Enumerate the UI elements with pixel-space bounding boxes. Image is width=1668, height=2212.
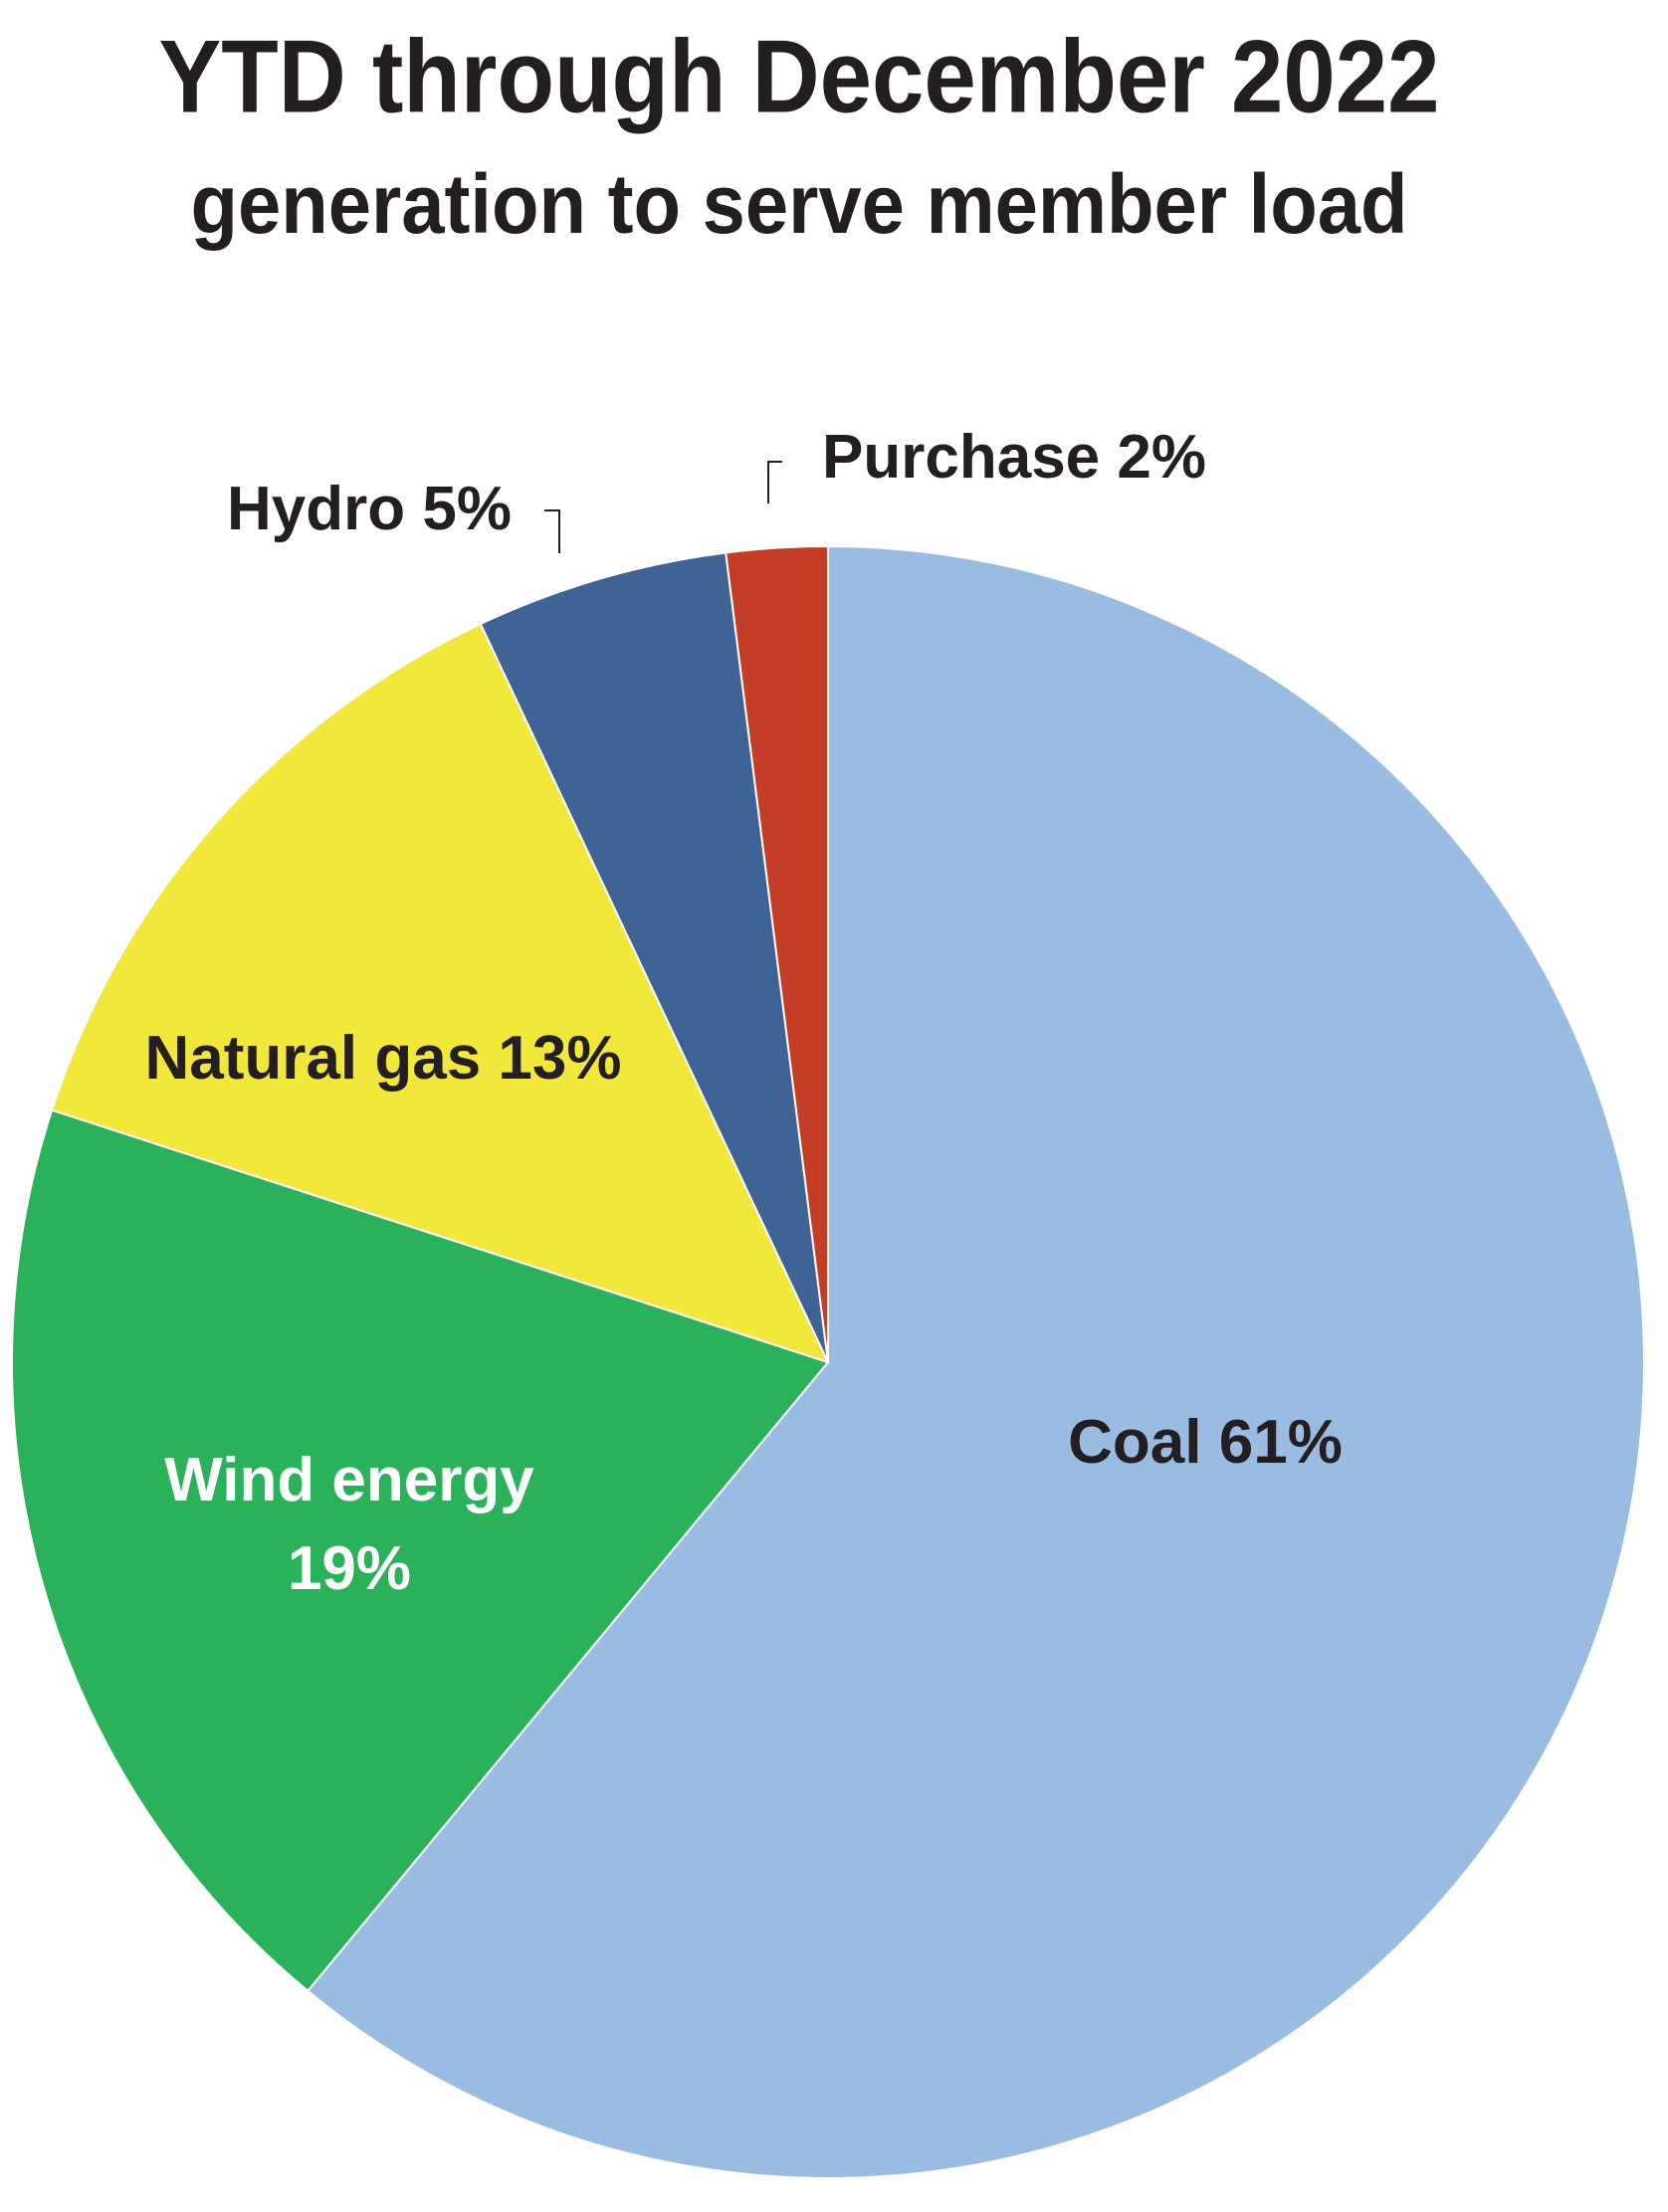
pie-slice bbox=[50, 622, 830, 1364]
pie-slice bbox=[725, 544, 829, 1363]
value-label: 61% bbox=[1219, 1408, 1343, 1477]
value-label: 2% bbox=[1117, 423, 1206, 492]
category-label: Natural gas bbox=[145, 1024, 482, 1093]
category-label: Hydro bbox=[227, 475, 405, 543]
pie-slice bbox=[11, 1108, 830, 1993]
slice-label: Wind energy 19% bbox=[164, 1446, 534, 1603]
category-label: Wind energy bbox=[164, 1446, 534, 1514]
value-label: 13% bbox=[498, 1024, 621, 1093]
slice-label: Natural gas 13% bbox=[145, 1024, 622, 1093]
chart-subtitle: generation to serve member load bbox=[191, 157, 1408, 251]
pie-slice bbox=[479, 551, 829, 1363]
category-label: Coal bbox=[1068, 1408, 1201, 1477]
value-label: 19% bbox=[288, 1534, 411, 1603]
pie-slice bbox=[306, 544, 1645, 2179]
slice-label: Coal 61% bbox=[1068, 1408, 1343, 1477]
leader-line bbox=[544, 509, 560, 553]
slice-label: Purchase 2% bbox=[822, 423, 1206, 492]
leader-line bbox=[767, 461, 782, 503]
slice-label: Hydro 5% bbox=[227, 475, 512, 543]
category-label: Purchase bbox=[822, 423, 1100, 492]
pie bbox=[11, 544, 1645, 2179]
chart-title: YTD through December 2022 bbox=[159, 19, 1440, 134]
value-label: 5% bbox=[422, 475, 512, 543]
